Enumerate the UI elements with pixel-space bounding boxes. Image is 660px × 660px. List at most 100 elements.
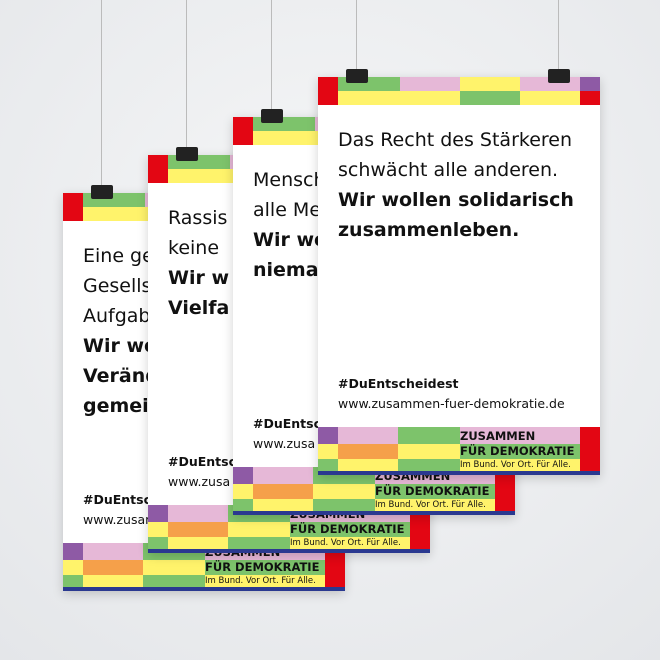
binder-clip: [346, 69, 368, 83]
logo-line: ZUSAMMEN: [460, 429, 536, 443]
logo-tagline: Im Bund. Vor Ort. Für Alle.: [290, 538, 401, 548]
color-block: [580, 459, 600, 471]
color-block: [63, 207, 83, 221]
color-block: [205, 560, 325, 575]
color-block: [495, 499, 515, 511]
statement-bold-line: Vielfa: [168, 297, 230, 319]
color-block: [398, 427, 460, 444]
color-block: [83, 560, 143, 575]
statement-bold-line: Wir wollen solidarisch: [338, 189, 574, 211]
color-block: [233, 499, 253, 511]
statement-bold-line: nieman: [253, 259, 333, 281]
color-block: [148, 522, 168, 537]
color-block: [148, 169, 168, 183]
color-block: [338, 427, 398, 444]
hashtag: #DuEntscheidest: [338, 376, 459, 391]
color-block: [400, 77, 460, 91]
color-block: [148, 155, 168, 169]
color-block: [338, 459, 398, 471]
color-block: [318, 77, 338, 91]
color-block: [580, 77, 600, 91]
statement-line: schwächt alle anderen.: [338, 159, 559, 181]
color-block: [495, 484, 515, 499]
color-block: [83, 575, 143, 587]
binder-clip: [261, 109, 283, 123]
color-block: [325, 560, 345, 575]
statement-line: Mensch: [253, 169, 326, 191]
statement-bold-line: zusammenleben.: [338, 219, 520, 241]
url: www.zusam: [83, 512, 158, 527]
color-block: [313, 484, 375, 499]
url: www.zusa: [168, 474, 231, 489]
binder-clip: [91, 185, 113, 199]
logo-line: FÜR DEMOKRATIE: [290, 522, 405, 536]
color-block: [580, 444, 600, 459]
color-block: [400, 91, 460, 105]
statement-bold-line: Wir wo: [83, 335, 158, 357]
color-block: [253, 484, 313, 499]
statement-line: keine: [168, 237, 220, 259]
color-block: [228, 537, 290, 549]
statement-bold-line: Wir wo: [253, 229, 328, 251]
color-block: [398, 444, 460, 459]
statement-line: Aufgab: [83, 305, 151, 327]
hanging-string: [271, 0, 272, 109]
color-block: [168, 169, 230, 183]
color-block: [313, 499, 375, 511]
color-block: [318, 471, 600, 475]
color-block: [63, 575, 83, 587]
color-block: [228, 522, 290, 537]
color-block: [580, 427, 600, 444]
statement-bold-line: Veränd: [83, 365, 159, 387]
color-block: [168, 505, 228, 522]
color-block: [63, 193, 83, 207]
hashtag: #DuEntsch: [253, 416, 330, 431]
hashtag: #DuEntsch: [83, 492, 160, 507]
poster: Das Recht des Stärkeren schwächt alle and…: [318, 77, 600, 475]
color-block: [63, 543, 83, 560]
url: www.zusa: [253, 436, 316, 451]
hanging-string: [101, 0, 102, 185]
color-block: [520, 91, 580, 105]
color-block: [253, 131, 315, 145]
statement-bold-line: Wir w: [168, 267, 230, 289]
color-block: [318, 444, 338, 459]
color-block: [233, 511, 515, 515]
color-block: [143, 560, 205, 575]
color-block: [325, 575, 345, 587]
hanging-string: [356, 0, 357, 69]
color-block: [148, 505, 168, 522]
color-block: [460, 91, 520, 105]
color-block: [338, 91, 400, 105]
color-block: [63, 587, 345, 591]
statement-line: Gesells: [83, 275, 152, 297]
logo-line: FÜR DEMOKRATIE: [460, 444, 575, 458]
color-block: [168, 522, 228, 537]
color-block: [460, 459, 580, 471]
color-block: [205, 575, 325, 587]
logo-tagline: Im Bund. Vor Ort. Für Alle.: [375, 500, 486, 510]
logo-line: FÜR DEMOKRATIE: [375, 484, 490, 498]
color-block: [143, 575, 205, 587]
statement-bold-line: gemein: [83, 395, 163, 417]
color-block: [233, 484, 253, 499]
statement-line: Eine ge: [83, 245, 154, 267]
statement-line: Rassis: [168, 207, 228, 229]
color-block: [338, 444, 398, 459]
color-block: [83, 543, 143, 560]
color-block: [580, 91, 600, 105]
hanging-string: [186, 0, 187, 147]
color-block: [410, 522, 430, 537]
statement-line: Das Recht des Stärkeren: [338, 129, 573, 151]
color-block: [460, 77, 520, 91]
binder-clip: [176, 147, 198, 161]
hashtag: #DuEntsch: [168, 454, 245, 469]
color-block: [318, 459, 338, 471]
color-block: [233, 117, 253, 131]
statement-line: alle Me: [253, 199, 322, 221]
color-block: [233, 467, 253, 484]
binder-clip: [548, 69, 570, 83]
color-block: [63, 560, 83, 575]
color-block: [290, 522, 410, 537]
